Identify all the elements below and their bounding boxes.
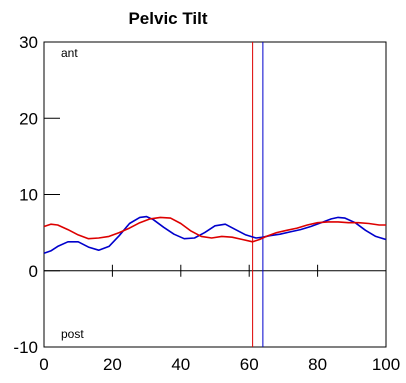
x-tick-label: 100 bbox=[372, 355, 400, 374]
x-tick-label: 20 bbox=[103, 355, 122, 374]
x-tick-label: 0 bbox=[39, 355, 48, 374]
x-axis-tick-labels: 0 20 40 60 80 100 bbox=[39, 355, 400, 374]
chart-title: Pelvic Tilt bbox=[128, 9, 207, 28]
y-tick-label: 20 bbox=[19, 109, 38, 128]
series-lines bbox=[43, 215, 387, 254]
y-tick-label: 30 bbox=[19, 33, 38, 52]
series-line-blue bbox=[43, 215, 387, 254]
y-axis-tick-labels: -10 0 10 20 30 bbox=[13, 33, 38, 357]
x-tick-label: 60 bbox=[240, 355, 259, 374]
annotation-post: post bbox=[61, 327, 84, 341]
zero-line-ticks bbox=[111, 264, 319, 277]
x-tick-label: 80 bbox=[308, 355, 327, 374]
vertical-markers bbox=[252, 42, 264, 347]
y-axis-ticks bbox=[44, 41, 60, 348]
y-tick-label: -10 bbox=[13, 338, 38, 357]
series-line-red bbox=[43, 216, 386, 243]
y-tick-label: 10 bbox=[19, 186, 38, 205]
annotation-ant: ant bbox=[61, 46, 78, 60]
y-tick-label: 0 bbox=[29, 262, 38, 281]
x-tick-label: 40 bbox=[171, 355, 190, 374]
plot-frame bbox=[43, 41, 387, 348]
